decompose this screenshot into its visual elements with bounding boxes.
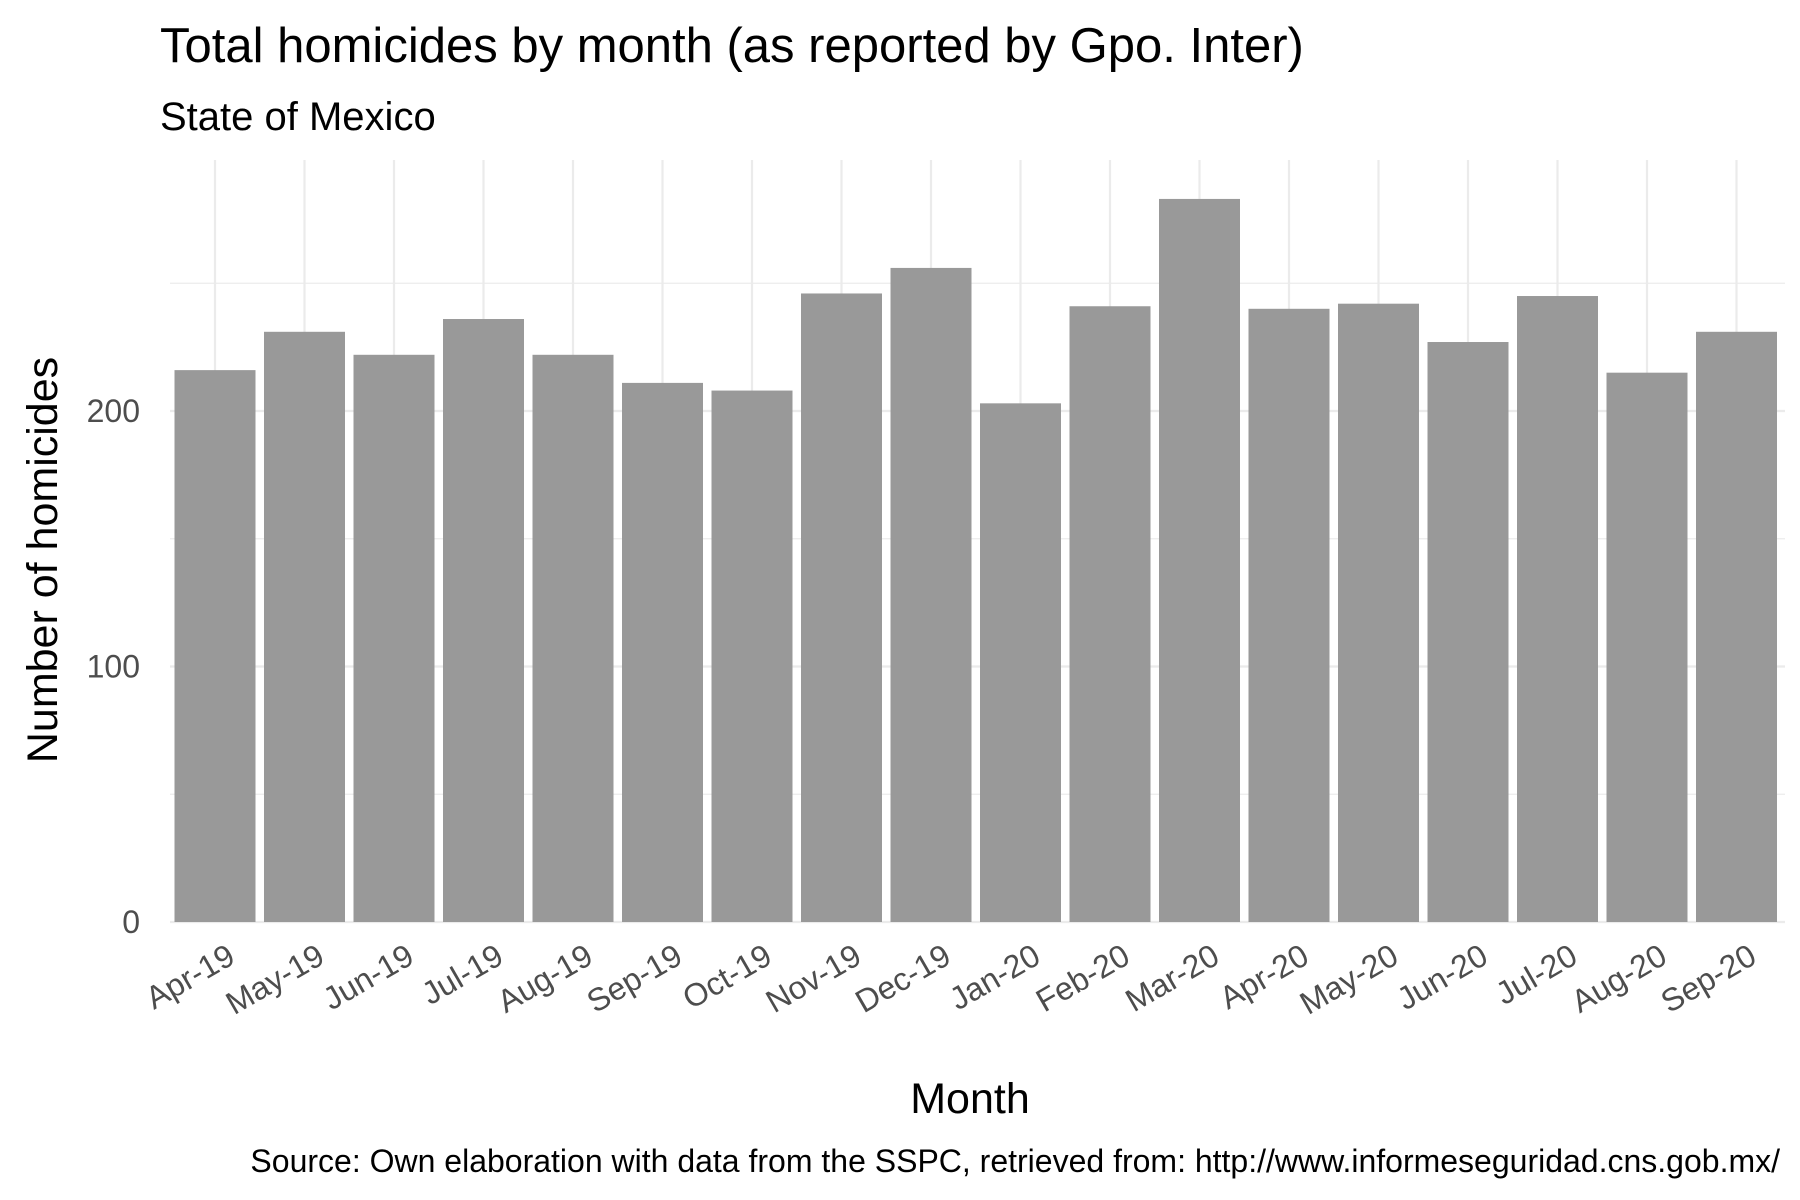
bar-Jul-20 — [1517, 296, 1598, 922]
bar-Nov-19 — [801, 293, 882, 923]
bar-Apr-19 — [174, 370, 256, 922]
bars — [174, 198, 1777, 923]
x-axis-title: Month — [910, 1075, 1030, 1123]
chart-subtitle: State of Mexico — [160, 95, 436, 139]
x-tick-label: Apr-19 — [139, 937, 240, 1016]
y-tick-label: 100 — [87, 649, 140, 685]
bar-Jul-19 — [443, 319, 524, 922]
bar-Sep-20 — [1696, 331, 1777, 922]
bar-Oct-19 — [711, 390, 793, 922]
chart-title: Total homicides by month (as reported by… — [160, 19, 1304, 73]
y-axis-ticks: 0 100 200 — [87, 393, 140, 940]
bar-Aug-19 — [532, 354, 614, 922]
bar-Feb-20 — [1069, 306, 1151, 922]
bar-May-19 — [264, 331, 345, 922]
x-tick-label: Aug-20 — [1565, 937, 1672, 1020]
y-tick-label: 0 — [122, 904, 140, 940]
x-tick-label: Jul-20 — [1490, 937, 1583, 1012]
bar-Jan-20 — [980, 403, 1061, 923]
x-tick-label: Mar-20 — [1119, 937, 1225, 1019]
y-tick-label: 200 — [87, 393, 140, 429]
bar-Jun-19 — [353, 354, 435, 922]
x-axis-ticks: Apr-19May-19Jun-19Jul-19Aug-19Sep-19Oct-… — [139, 937, 1762, 1022]
bar-Aug-20 — [1606, 372, 1688, 922]
x-tick-label: Sep-19 — [581, 937, 688, 1020]
x-tick-label: Feb-20 — [1030, 937, 1136, 1019]
x-tick-label: Dec-19 — [849, 937, 956, 1020]
bar-Dec-19 — [890, 267, 972, 922]
bar-May-20 — [1338, 303, 1419, 922]
bar-Mar-20 — [1159, 198, 1240, 922]
y-axis-title: Number of homicides — [19, 357, 67, 763]
x-tick-label: Jun-19 — [317, 937, 420, 1017]
x-tick-label: Oct-19 — [676, 937, 777, 1016]
x-tick-label: Apr-20 — [1213, 937, 1314, 1016]
x-tick-label: Aug-19 — [491, 937, 598, 1020]
bar-Apr-20 — [1248, 308, 1330, 922]
x-tick-label: May-20 — [1294, 937, 1404, 1022]
x-tick-label: Jun-20 — [1391, 937, 1494, 1017]
x-tick-label: Jul-19 — [416, 937, 509, 1012]
chart-caption: Source: Own elaboration with data from t… — [250, 1143, 1780, 1179]
x-tick-label: Jan-20 — [943, 937, 1046, 1017]
x-tick-label: May-19 — [220, 937, 330, 1022]
x-tick-label: Nov-19 — [760, 937, 867, 1020]
bar-Jun-20 — [1427, 342, 1509, 922]
bar-Sep-19 — [622, 382, 703, 922]
x-tick-label: Sep-20 — [1655, 937, 1762, 1020]
